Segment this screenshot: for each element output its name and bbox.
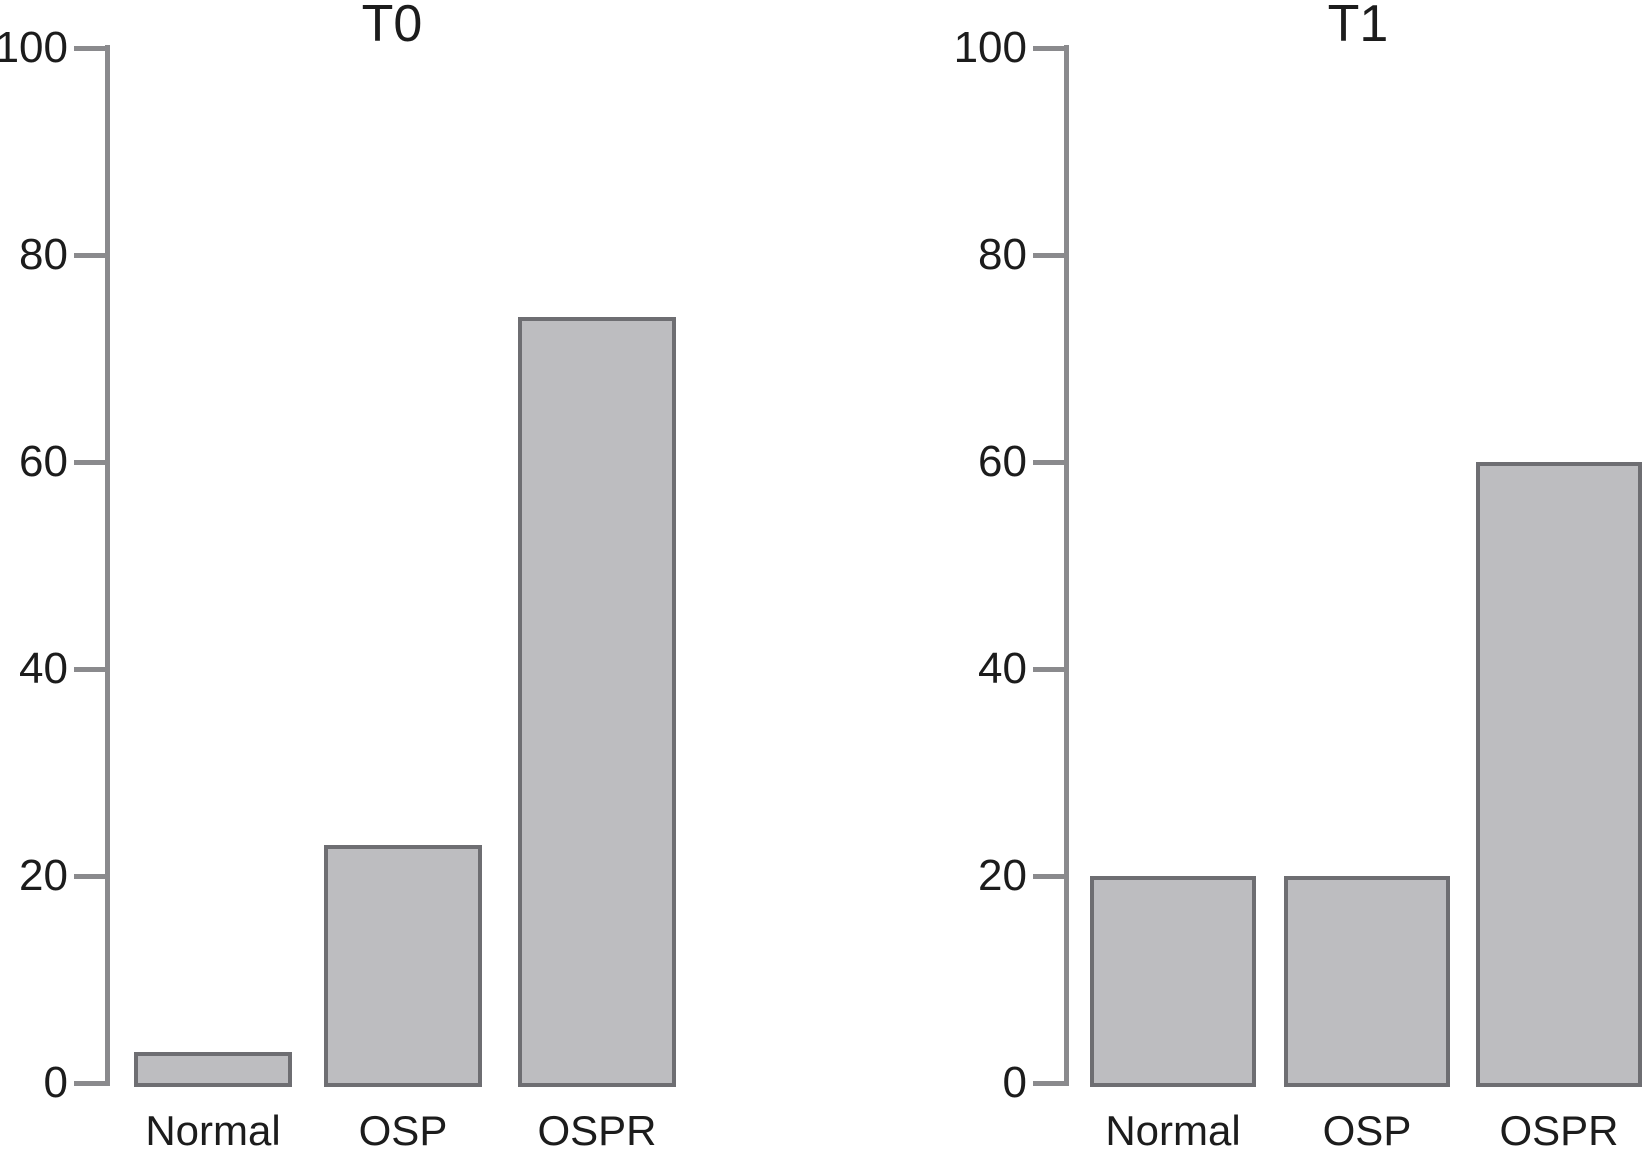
y-tick-label: 80: [978, 230, 1027, 279]
y-tick-line: [74, 253, 105, 258]
chart-title-t0: T0: [361, 0, 423, 53]
y-tick-label: 40: [978, 644, 1027, 693]
x-category-label: OSP: [1322, 1107, 1412, 1154]
y-axis-line: [1064, 45, 1069, 1086]
y-tick-label: 20: [978, 851, 1027, 900]
y-tick-line: [1033, 253, 1064, 258]
bar-normal: [1090, 876, 1256, 1087]
x-category-label: OSPR: [537, 1107, 657, 1154]
chart-title-t1: T1: [1327, 0, 1389, 53]
y-tick-label: 60: [19, 437, 68, 486]
bar-ospr: [518, 317, 676, 1087]
x-category-label: Normal: [145, 1107, 281, 1154]
x-category-label: OSPR: [1499, 1107, 1619, 1154]
y-tick-label: 0: [43, 1058, 68, 1107]
y-tick-label: 20: [19, 851, 68, 900]
x-category-label: OSP: [358, 1107, 448, 1154]
y-tick-line: [74, 46, 105, 51]
y-tick-line: [1033, 46, 1064, 51]
bar-ospr: [1476, 462, 1642, 1087]
y-tick-label: 0: [1002, 1058, 1027, 1107]
y-tick-label: 100: [953, 23, 1027, 72]
y-tick-line: [1033, 667, 1064, 672]
bar-normal: [134, 1052, 292, 1087]
y-tick-line: [1033, 1081, 1064, 1086]
y-tick-line: [74, 1081, 105, 1086]
y-tick-label: 80: [19, 230, 68, 279]
x-category-label: Normal: [1105, 1107, 1241, 1154]
bar-osp: [1284, 876, 1450, 1087]
y-tick-label: 40: [19, 644, 68, 693]
y-axis-line: [105, 45, 110, 1086]
y-tick-line: [74, 667, 105, 672]
y-tick-label: 100: [0, 23, 68, 72]
bar-osp: [324, 845, 482, 1087]
y-tick-line: [74, 874, 105, 879]
y-tick-line: [1033, 460, 1064, 465]
y-tick-label: 60: [978, 437, 1027, 486]
y-tick-line: [1033, 874, 1064, 879]
y-tick-line: [74, 460, 105, 465]
